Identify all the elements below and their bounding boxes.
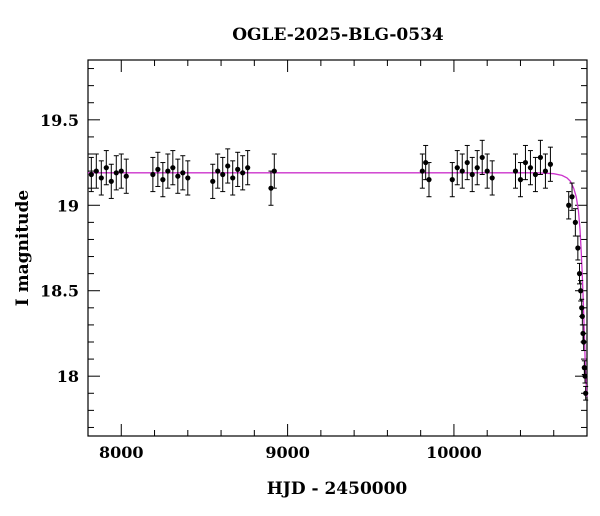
data-point xyxy=(578,288,584,294)
model-curve xyxy=(88,172,588,397)
data-point xyxy=(512,168,519,174)
data-point xyxy=(98,175,104,181)
data-point xyxy=(210,178,216,184)
data-point xyxy=(537,154,544,161)
data-point xyxy=(180,170,186,176)
data-point xyxy=(93,168,99,174)
y-tick-label: 18 xyxy=(57,367,79,386)
data-point xyxy=(469,171,475,178)
data-point xyxy=(484,168,490,174)
data-point xyxy=(572,219,578,225)
data-point xyxy=(160,177,166,183)
data-point xyxy=(88,171,94,178)
data-point xyxy=(245,165,251,171)
data-point xyxy=(449,177,455,183)
x-tick-label: 9000 xyxy=(265,443,310,462)
data-point xyxy=(118,168,124,174)
data-point xyxy=(581,339,587,345)
data-point xyxy=(474,165,480,171)
data-point xyxy=(235,166,241,172)
data-point xyxy=(527,165,534,171)
data-point xyxy=(225,163,231,169)
data-point xyxy=(185,175,191,181)
data-point xyxy=(419,168,425,174)
data-point xyxy=(579,313,585,319)
data-point xyxy=(517,177,524,183)
data-point xyxy=(240,170,246,176)
data-point xyxy=(464,159,470,166)
data-point xyxy=(575,245,581,251)
data-point xyxy=(123,173,129,179)
x-tick-label: 8000 xyxy=(99,443,144,462)
data-point xyxy=(576,271,583,277)
data-point xyxy=(155,166,161,172)
data-point xyxy=(215,168,221,174)
data-point xyxy=(583,390,589,396)
data-point xyxy=(479,154,485,161)
x-axis-label: HJD - 2450000 xyxy=(267,479,408,499)
x-tick-label: 10000 xyxy=(426,443,482,462)
data-point xyxy=(566,202,572,208)
data-point xyxy=(165,168,171,174)
data-point xyxy=(542,168,549,174)
plot-frame xyxy=(87,59,588,437)
data-point xyxy=(423,159,429,166)
data-point xyxy=(454,165,460,171)
data-point xyxy=(220,171,226,178)
chart-title: OGLE-2025-BLG-0534 xyxy=(232,25,444,45)
y-axis-label: I magnitude xyxy=(13,190,33,307)
data-point xyxy=(175,173,181,179)
data-point xyxy=(271,168,277,174)
data-point xyxy=(103,165,109,171)
plot-area: 8000 9000 10000 18 18.5 19 19.5 xyxy=(40,59,589,462)
y-tick-label: 19 xyxy=(57,196,79,215)
y-tick-label: 19.5 xyxy=(40,111,79,130)
data-point xyxy=(569,194,575,200)
y-tick-label: 18.5 xyxy=(40,282,79,301)
data-point xyxy=(459,168,465,174)
data-point xyxy=(170,165,176,171)
data-point xyxy=(547,161,554,167)
data-point xyxy=(268,185,274,191)
data-point xyxy=(150,171,156,178)
data-point xyxy=(426,177,432,183)
data-point xyxy=(582,373,588,379)
data-point xyxy=(489,175,495,181)
data-point xyxy=(108,178,114,184)
data-point xyxy=(522,159,529,166)
data-point xyxy=(113,170,119,176)
data-point xyxy=(532,171,539,178)
data-point xyxy=(230,175,236,181)
